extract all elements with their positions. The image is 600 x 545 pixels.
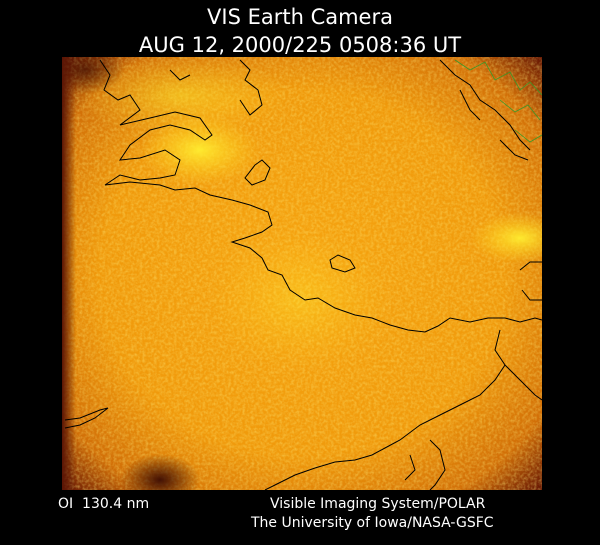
credit-line: The University of Iowa/NASA-GSFC — [250, 515, 494, 531]
timestamp: AUG 12, 2000/225 0508:36 UT — [139, 33, 461, 57]
camera-image — [62, 57, 542, 490]
filter-label: OI 130.4 nm — [58, 496, 149, 512]
credit-line: Visible Imaging System/POLAR — [270, 496, 486, 512]
title: VIS Earth Camera — [207, 5, 393, 29]
